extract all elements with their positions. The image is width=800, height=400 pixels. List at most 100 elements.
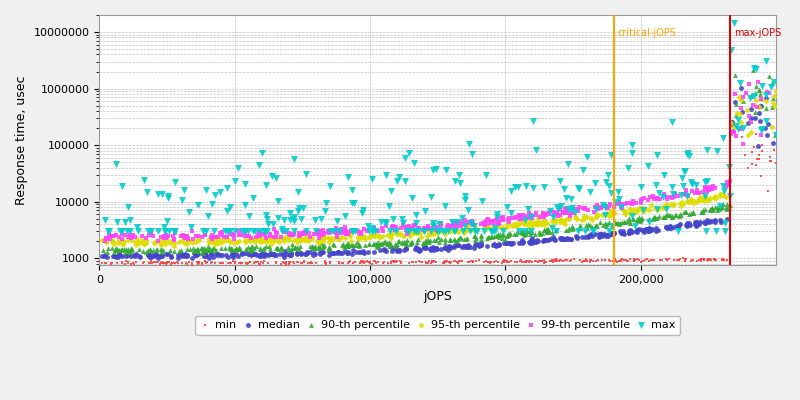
median bbox=[560, 236, 573, 242]
99-th percentile bbox=[634, 197, 647, 204]
median bbox=[594, 231, 607, 238]
min bbox=[283, 260, 296, 267]
max bbox=[681, 150, 694, 157]
median bbox=[703, 218, 716, 225]
99-th percentile bbox=[254, 233, 266, 240]
90-th percentile bbox=[502, 232, 514, 238]
90-th percentile bbox=[342, 243, 354, 249]
min bbox=[698, 257, 710, 263]
90-th percentile bbox=[389, 241, 402, 247]
95-th percentile bbox=[535, 220, 548, 227]
95-th percentile bbox=[106, 239, 119, 245]
max bbox=[653, 190, 666, 196]
95-th percentile bbox=[569, 213, 582, 219]
median bbox=[190, 252, 202, 258]
median bbox=[525, 237, 538, 244]
95-th percentile bbox=[699, 197, 712, 203]
median bbox=[690, 222, 702, 229]
95-th percentile bbox=[752, 104, 765, 110]
99-th percentile bbox=[545, 208, 558, 214]
95-th percentile bbox=[277, 236, 290, 242]
99-th percentile bbox=[284, 231, 297, 238]
min bbox=[610, 258, 623, 265]
max bbox=[276, 226, 289, 233]
min bbox=[395, 258, 408, 265]
min bbox=[621, 258, 634, 264]
90-th percentile bbox=[658, 213, 671, 220]
90-th percentile bbox=[194, 245, 207, 251]
90-th percentile bbox=[444, 236, 457, 243]
95-th percentile bbox=[704, 195, 717, 202]
90-th percentile bbox=[102, 244, 114, 251]
median bbox=[526, 238, 538, 244]
median bbox=[632, 226, 645, 232]
95-th percentile bbox=[130, 236, 143, 242]
max bbox=[214, 189, 226, 195]
median bbox=[198, 250, 211, 256]
99-th percentile bbox=[224, 231, 237, 237]
median bbox=[294, 250, 307, 257]
min bbox=[501, 259, 514, 265]
min bbox=[390, 259, 402, 266]
max bbox=[666, 184, 678, 190]
median bbox=[664, 225, 677, 232]
90-th percentile bbox=[115, 245, 128, 252]
95-th percentile bbox=[313, 240, 326, 246]
99-th percentile bbox=[481, 216, 494, 223]
min bbox=[485, 258, 498, 265]
min bbox=[333, 260, 346, 266]
99-th percentile bbox=[314, 228, 326, 235]
90-th percentile bbox=[118, 246, 130, 252]
median bbox=[358, 250, 370, 256]
median bbox=[393, 247, 406, 253]
99-th percentile bbox=[705, 184, 718, 191]
max bbox=[562, 160, 574, 167]
99-th percentile bbox=[380, 223, 393, 229]
99-th percentile bbox=[697, 188, 710, 195]
90-th percentile bbox=[423, 237, 436, 244]
min bbox=[498, 258, 511, 264]
median bbox=[544, 236, 557, 242]
99-th percentile bbox=[255, 231, 268, 238]
90-th percentile bbox=[708, 204, 721, 211]
90-th percentile bbox=[550, 226, 562, 233]
max bbox=[564, 207, 577, 213]
95-th percentile bbox=[209, 238, 222, 245]
min bbox=[438, 259, 451, 266]
90-th percentile bbox=[541, 226, 554, 232]
90-th percentile bbox=[245, 244, 258, 250]
90-th percentile bbox=[438, 238, 451, 245]
max bbox=[467, 222, 480, 229]
min bbox=[387, 258, 400, 265]
max bbox=[432, 228, 445, 234]
95-th percentile bbox=[239, 237, 252, 243]
min bbox=[426, 258, 438, 265]
90-th percentile bbox=[270, 245, 283, 251]
min bbox=[356, 258, 369, 265]
min bbox=[701, 257, 714, 263]
min bbox=[294, 260, 307, 266]
95-th percentile bbox=[390, 231, 403, 237]
90-th percentile bbox=[339, 241, 352, 248]
median bbox=[290, 250, 303, 256]
min bbox=[456, 258, 469, 264]
99-th percentile bbox=[579, 206, 592, 212]
90-th percentile bbox=[107, 249, 120, 255]
median bbox=[698, 220, 711, 226]
99-th percentile bbox=[233, 232, 246, 238]
median bbox=[515, 237, 528, 244]
99-th percentile bbox=[459, 217, 472, 224]
90-th percentile bbox=[523, 228, 536, 234]
max bbox=[463, 141, 476, 147]
95-th percentile bbox=[262, 236, 275, 242]
min bbox=[698, 256, 710, 262]
90-th percentile bbox=[306, 244, 318, 250]
95-th percentile bbox=[514, 220, 526, 226]
99-th percentile bbox=[450, 221, 462, 228]
median bbox=[635, 227, 648, 233]
95-th percentile bbox=[426, 228, 439, 234]
99-th percentile bbox=[665, 193, 678, 200]
90-th percentile bbox=[292, 246, 305, 252]
99-th percentile bbox=[450, 224, 462, 230]
max bbox=[497, 228, 510, 234]
